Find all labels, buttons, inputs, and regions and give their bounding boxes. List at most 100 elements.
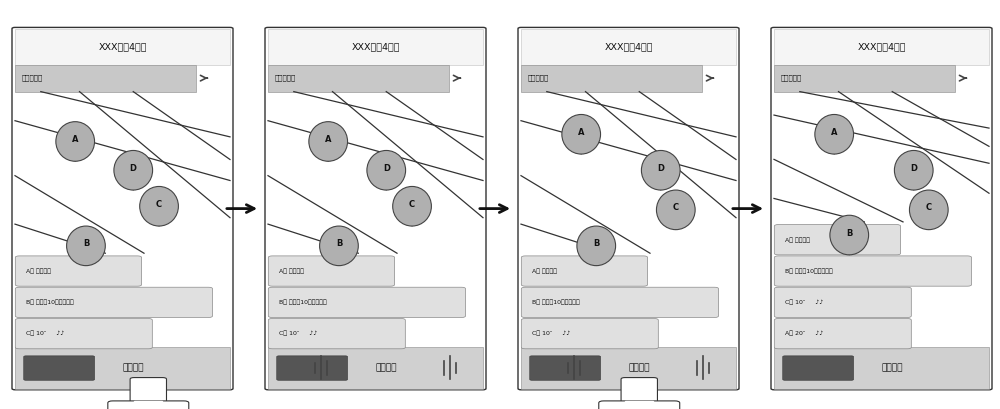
FancyBboxPatch shape (521, 319, 658, 349)
Ellipse shape (144, 191, 175, 222)
Text: XXX队（4人）: XXX队（4人） (857, 42, 906, 51)
Bar (521, 92, 736, 253)
Text: A： 我快到了: A： 我快到了 (532, 268, 557, 274)
Text: D: D (130, 164, 137, 173)
Text: B： 我大恆10分钟左右到: B： 我大恆10分钟左右到 (532, 299, 580, 305)
FancyBboxPatch shape (268, 287, 466, 317)
Ellipse shape (898, 155, 929, 186)
FancyBboxPatch shape (521, 256, 648, 286)
Bar (521, 29, 736, 65)
Polygon shape (134, 401, 162, 403)
Text: 点击说话: 点击说话 (122, 363, 144, 372)
FancyBboxPatch shape (530, 356, 601, 380)
Ellipse shape (830, 215, 869, 255)
Text: XXX队（4人）: XXX队（4人） (351, 42, 400, 51)
Ellipse shape (577, 226, 616, 265)
FancyBboxPatch shape (518, 27, 739, 390)
Bar (15, 29, 230, 65)
Ellipse shape (393, 187, 431, 226)
Polygon shape (918, 220, 939, 229)
Text: A: A (578, 128, 584, 137)
Bar (15, 92, 230, 253)
Ellipse shape (819, 119, 850, 150)
Ellipse shape (371, 155, 402, 186)
Ellipse shape (581, 230, 612, 262)
Text: 设置目的地: 设置目的地 (527, 75, 549, 81)
Ellipse shape (140, 187, 178, 226)
Ellipse shape (67, 226, 105, 265)
FancyBboxPatch shape (774, 319, 911, 349)
FancyBboxPatch shape (783, 356, 854, 380)
Ellipse shape (894, 151, 933, 190)
FancyBboxPatch shape (24, 356, 95, 380)
Bar (774, 65, 955, 92)
FancyBboxPatch shape (268, 256, 395, 286)
FancyBboxPatch shape (265, 27, 486, 390)
Text: B: B (336, 239, 342, 248)
Polygon shape (903, 180, 924, 190)
Ellipse shape (313, 126, 344, 157)
Polygon shape (376, 180, 397, 190)
Polygon shape (65, 151, 86, 161)
Text: A: A (831, 128, 837, 137)
Text: D: D (383, 164, 390, 173)
Ellipse shape (645, 155, 676, 186)
Text: B： 我大恆10分钟左右到: B： 我大恆10分钟左右到 (26, 299, 74, 305)
Text: D: D (910, 164, 917, 173)
Bar (521, 65, 702, 92)
Ellipse shape (815, 115, 854, 154)
Ellipse shape (114, 151, 153, 190)
Ellipse shape (566, 119, 597, 150)
Text: D: D (657, 164, 664, 173)
Polygon shape (148, 216, 170, 226)
Text: A： 我快到了: A： 我快到了 (785, 237, 810, 243)
Bar (521, 347, 736, 389)
Ellipse shape (320, 226, 358, 265)
FancyBboxPatch shape (15, 287, 213, 317)
Bar (15, 347, 230, 389)
FancyBboxPatch shape (599, 401, 680, 409)
Ellipse shape (118, 155, 149, 186)
Text: 设置目的地: 设置目的地 (21, 75, 43, 81)
Ellipse shape (56, 121, 95, 161)
FancyBboxPatch shape (268, 319, 405, 349)
Polygon shape (839, 245, 860, 255)
Text: 设置目的地: 设置目的地 (274, 75, 296, 81)
Text: C： 10″     ♪♪: C： 10″ ♪♪ (785, 299, 823, 305)
Polygon shape (586, 256, 607, 265)
Bar (774, 92, 989, 222)
FancyBboxPatch shape (771, 27, 992, 390)
FancyBboxPatch shape (108, 401, 189, 409)
Polygon shape (625, 401, 653, 403)
Text: C: C (156, 200, 162, 209)
Polygon shape (75, 256, 97, 265)
Ellipse shape (70, 230, 101, 262)
Polygon shape (824, 144, 845, 154)
Text: B： 我大恆10分钟左右到: B： 我大恆10分钟左右到 (279, 299, 326, 305)
Text: A： 我快到了: A： 我快到了 (279, 268, 304, 274)
FancyBboxPatch shape (130, 378, 166, 405)
Polygon shape (571, 144, 592, 154)
FancyBboxPatch shape (621, 378, 657, 405)
Text: A： 20″     ♪♪: A： 20″ ♪♪ (785, 331, 823, 337)
Ellipse shape (323, 230, 354, 262)
Ellipse shape (656, 190, 695, 229)
Ellipse shape (909, 190, 948, 229)
Ellipse shape (834, 219, 865, 251)
Text: A: A (325, 135, 331, 144)
Polygon shape (665, 220, 686, 229)
Text: C： 10″     ♪♪: C： 10″ ♪♪ (279, 331, 317, 337)
Bar (268, 29, 483, 65)
Text: B: B (593, 239, 599, 248)
Ellipse shape (660, 194, 691, 226)
Polygon shape (318, 151, 339, 161)
Bar (774, 347, 989, 389)
Text: B： 我大恆10分钟左右到: B： 我大恆10分钟左右到 (785, 268, 833, 274)
Polygon shape (650, 180, 671, 190)
Text: 设置目的地: 设置目的地 (780, 75, 802, 81)
Text: XXX队（4人）: XXX队（4人） (604, 42, 653, 51)
Text: A： 我快到了: A： 我快到了 (26, 268, 51, 274)
FancyBboxPatch shape (774, 225, 901, 255)
Text: B: B (83, 239, 89, 248)
Text: C: C (409, 200, 415, 209)
